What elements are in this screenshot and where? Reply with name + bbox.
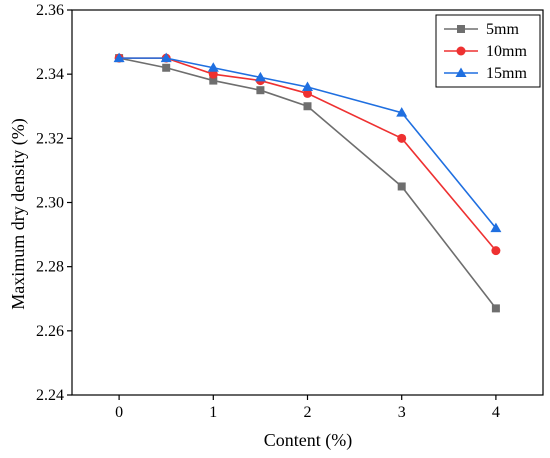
y-tick-label: 2.26: [36, 323, 64, 340]
legend: 5mm 10mm 15mm: [435, 14, 541, 88]
data-point: [209, 76, 218, 85]
data-point: [160, 52, 172, 63]
legend-marker: [456, 46, 466, 56]
x-axis-title: Content (%): [264, 430, 352, 451]
data-point: [397, 182, 406, 191]
x-tick-label: 0: [115, 404, 123, 421]
legend-marker: [457, 25, 465, 33]
data-point: [162, 63, 171, 72]
axes: 0 1 2 3 4 2.24 2.26 2.28 2.30 2.32 2.34 2.36: [36, 2, 500, 421]
legend-label: 15mm: [486, 65, 527, 82]
data-point: [490, 222, 502, 233]
data-point: [491, 304, 500, 313]
y-tick-label: 2.28: [36, 259, 64, 276]
y-tick-label: 2.30: [36, 195, 64, 212]
data-point: [396, 107, 408, 117]
data-point: [208, 69, 218, 79]
data-point: [303, 102, 312, 111]
x-tick-label: 3: [398, 404, 406, 421]
data-point: [491, 246, 501, 256]
y-axis-title: Maximum dry density (%): [8, 118, 29, 309]
data-point: [254, 71, 266, 82]
data-point: [303, 88, 312, 98]
data-point: [302, 81, 313, 91]
legend-marker: [455, 67, 467, 77]
data-point: [207, 62, 219, 72]
legend-item: 15mm: [444, 65, 527, 82]
data-point: [113, 52, 125, 63]
x-tick-label: 4: [492, 404, 500, 421]
series-15mm: [113, 52, 502, 233]
legend-item: 10mm: [444, 43, 527, 60]
y-tick-label: 2.24: [36, 387, 64, 404]
y-tick-label: 2.32: [36, 130, 64, 147]
data-point: [397, 133, 407, 143]
x-tick-label: 2: [304, 404, 312, 421]
series-layer: [113, 52, 502, 313]
x-tick-label: 1: [209, 404, 217, 421]
legend-label: 5mm: [486, 21, 519, 38]
data-point: [256, 86, 265, 95]
y-tick-label: 2.36: [36, 2, 64, 19]
legend-item: 5mm: [444, 21, 519, 38]
y-tick-label: 2.34: [36, 66, 64, 83]
legend-label: 10mm: [486, 43, 527, 60]
